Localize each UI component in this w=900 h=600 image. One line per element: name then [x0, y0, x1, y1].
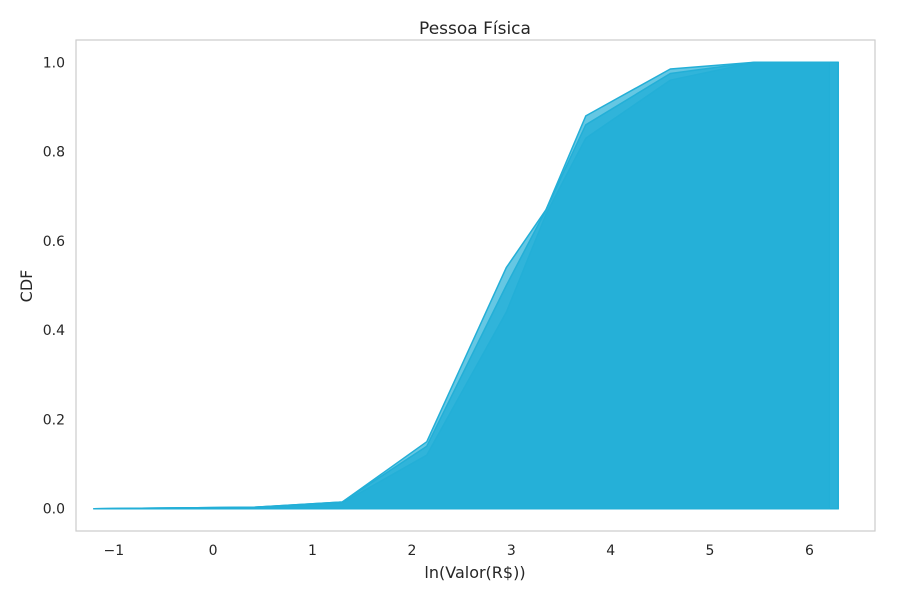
x-tick-label: 1	[308, 543, 317, 559]
y-tick-label: 0.6	[43, 234, 65, 250]
chart-title: Pessoa Física	[419, 19, 531, 39]
y-tick-label: 0.8	[43, 145, 65, 161]
x-tick-label: 2	[407, 543, 416, 559]
y-axis-label: CDF	[17, 270, 36, 303]
x-axis-label: ln(Valor(R$))	[424, 563, 525, 582]
y-tick-label: 0.2	[43, 412, 65, 428]
ticks-layer: −1 0 1 2 3 4 5 6 0.0 0.2 0.4 0.6 0.8 1.0	[43, 55, 814, 559]
y-tick-label: 1.0	[43, 55, 65, 71]
x-tick-label: 6	[805, 543, 814, 559]
y-tick-label: 0.4	[43, 323, 65, 339]
cdf-area-3	[93, 61, 839, 510]
x-tick-label: 3	[507, 543, 516, 559]
x-tick-label: 0	[209, 543, 218, 559]
x-tick-label: 5	[706, 543, 715, 559]
series-layer	[93, 61, 839, 510]
x-tick-label: −1	[103, 543, 124, 559]
y-tick-label: 0.0	[43, 502, 65, 518]
x-tick-label: 4	[606, 543, 615, 559]
